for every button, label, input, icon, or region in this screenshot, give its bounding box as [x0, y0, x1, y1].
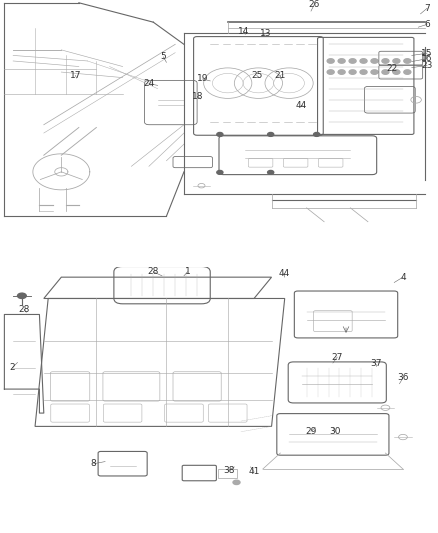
Circle shape — [349, 59, 356, 63]
Circle shape — [327, 59, 334, 63]
Circle shape — [371, 59, 378, 63]
Circle shape — [393, 70, 400, 74]
Text: 28: 28 — [148, 268, 159, 276]
Circle shape — [338, 59, 345, 63]
Circle shape — [338, 70, 345, 74]
Text: 22: 22 — [386, 64, 398, 73]
Circle shape — [217, 133, 223, 136]
Text: 2: 2 — [10, 364, 15, 372]
Text: 18: 18 — [192, 92, 203, 101]
Circle shape — [404, 59, 411, 63]
Text: 14: 14 — [238, 27, 249, 36]
Text: 5: 5 — [160, 52, 166, 61]
Circle shape — [360, 59, 367, 63]
Text: 25: 25 — [251, 71, 262, 80]
Text: 7: 7 — [424, 4, 430, 13]
Circle shape — [393, 59, 400, 63]
Text: 1: 1 — [184, 268, 191, 276]
Text: 6: 6 — [424, 20, 430, 29]
Circle shape — [233, 480, 240, 484]
Text: 13: 13 — [260, 29, 271, 38]
Text: 16: 16 — [421, 54, 433, 63]
Text: 24: 24 — [143, 79, 155, 88]
Text: 28: 28 — [18, 305, 30, 313]
Text: 4: 4 — [400, 273, 406, 281]
Text: 26: 26 — [309, 0, 320, 9]
Text: 36: 36 — [397, 374, 409, 382]
Text: 37: 37 — [370, 359, 381, 368]
Text: 17: 17 — [70, 71, 81, 80]
Circle shape — [268, 133, 274, 136]
Text: 44: 44 — [278, 269, 290, 278]
Circle shape — [18, 293, 26, 298]
Text: 29: 29 — [305, 427, 317, 435]
Text: 21: 21 — [275, 71, 286, 80]
Circle shape — [360, 70, 367, 74]
Circle shape — [382, 59, 389, 63]
Circle shape — [349, 70, 356, 74]
Text: 23: 23 — [421, 61, 433, 70]
Circle shape — [217, 171, 223, 174]
Text: 8: 8 — [91, 459, 97, 468]
Circle shape — [371, 70, 378, 74]
Text: 41: 41 — [248, 467, 260, 476]
Circle shape — [404, 70, 411, 74]
Text: 30: 30 — [330, 427, 341, 435]
Text: 38: 38 — [223, 466, 234, 475]
Circle shape — [268, 171, 274, 174]
Circle shape — [382, 70, 389, 74]
Circle shape — [314, 133, 320, 136]
Circle shape — [327, 70, 334, 74]
Text: 44: 44 — [296, 101, 307, 110]
Text: 19: 19 — [197, 75, 208, 84]
Text: 15: 15 — [421, 49, 433, 58]
Text: 27: 27 — [332, 353, 343, 361]
